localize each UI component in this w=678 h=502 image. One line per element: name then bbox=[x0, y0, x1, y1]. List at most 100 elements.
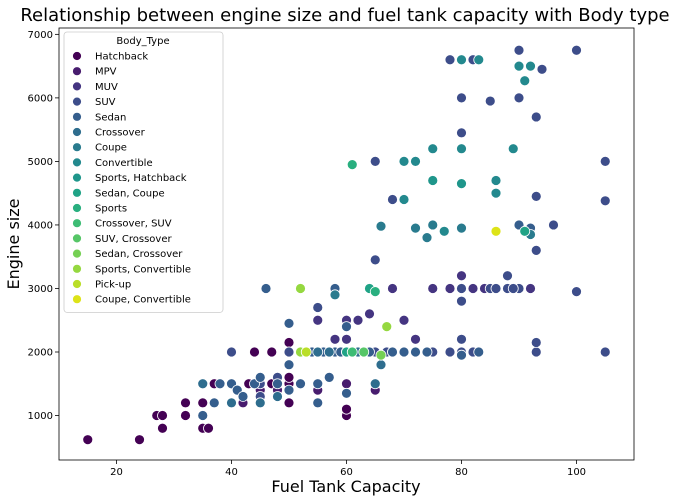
data-point bbox=[490, 283, 502, 294]
data-point bbox=[484, 95, 496, 107]
data-point bbox=[312, 314, 324, 326]
data-point bbox=[530, 346, 542, 358]
chart-title: Relationship between engine size and fue… bbox=[20, 5, 669, 26]
legend-marker bbox=[72, 51, 82, 61]
data-point bbox=[456, 295, 467, 307]
legend-entry-label: Crossover, SUV bbox=[95, 219, 172, 230]
data-point bbox=[513, 92, 525, 104]
data-point bbox=[254, 372, 266, 383]
data-point bbox=[283, 359, 295, 371]
data-point bbox=[341, 378, 352, 390]
data-point bbox=[375, 220, 387, 232]
data-point bbox=[387, 346, 398, 358]
x-tick-label: 100 bbox=[567, 467, 586, 478]
legend-entry-label: Coupe, Convertible bbox=[95, 295, 191, 306]
data-point bbox=[283, 337, 295, 348]
legend-entry-label: Crossover bbox=[95, 128, 146, 139]
data-point bbox=[272, 391, 283, 402]
data-point bbox=[341, 387, 352, 399]
data-point bbox=[358, 346, 370, 358]
data-point bbox=[375, 359, 387, 371]
data-point bbox=[398, 346, 410, 358]
data-point bbox=[490, 225, 502, 237]
x-tick-label: 40 bbox=[225, 467, 238, 478]
data-point bbox=[387, 283, 398, 294]
data-point bbox=[381, 321, 393, 332]
data-point bbox=[456, 283, 467, 294]
data-point bbox=[352, 314, 364, 326]
data-point bbox=[427, 283, 439, 294]
data-point bbox=[456, 54, 467, 66]
y-tick-label: 6000 bbox=[28, 93, 53, 104]
data-point bbox=[456, 127, 467, 139]
data-point bbox=[410, 156, 421, 167]
data-point bbox=[571, 286, 582, 298]
data-point bbox=[456, 349, 467, 361]
data-point bbox=[369, 286, 381, 298]
data-point bbox=[530, 190, 542, 202]
legend-marker bbox=[72, 263, 82, 274]
data-point bbox=[421, 346, 433, 358]
legend-entry-label: Sedan, Coupe bbox=[95, 188, 165, 199]
data-point bbox=[467, 283, 479, 294]
x-tick-label: 20 bbox=[110, 467, 123, 478]
data-point bbox=[490, 187, 502, 199]
y-tick-label: 3000 bbox=[28, 284, 53, 295]
data-point bbox=[410, 222, 421, 234]
data-point bbox=[82, 434, 94, 446]
data-point bbox=[249, 346, 260, 358]
data-point bbox=[323, 346, 335, 358]
data-point bbox=[427, 219, 439, 231]
data-point bbox=[283, 346, 295, 358]
legend-marker bbox=[72, 111, 82, 122]
data-point bbox=[456, 333, 467, 345]
legend-marker bbox=[72, 279, 82, 289]
data-point bbox=[599, 156, 611, 167]
legend-entry-label: Sports, Hatchback bbox=[95, 173, 187, 184]
data-point bbox=[427, 143, 439, 155]
y-tick-label: 4000 bbox=[28, 220, 53, 231]
data-point bbox=[410, 333, 421, 345]
legend-marker bbox=[72, 233, 82, 244]
data-point bbox=[530, 244, 542, 256]
data-point bbox=[519, 225, 531, 237]
y-tick-label: 2000 bbox=[28, 348, 53, 359]
legend-entry-label: SUV, Crossover bbox=[95, 234, 172, 245]
data-point bbox=[456, 143, 467, 155]
data-point bbox=[346, 159, 358, 170]
data-point bbox=[214, 378, 226, 390]
y-tick-label: 1000 bbox=[28, 411, 53, 422]
data-point bbox=[456, 178, 467, 190]
data-point bbox=[456, 270, 467, 282]
legend-entry-label: Coupe bbox=[95, 143, 127, 154]
legend-marker bbox=[72, 66, 82, 77]
legend: Body_Type Hatchback MPV MUV SUV Sedan Crossove… bbox=[63, 31, 224, 313]
data-point bbox=[456, 222, 467, 234]
legend-marker bbox=[72, 127, 82, 137]
data-point bbox=[548, 219, 559, 231]
x-tick-label: 80 bbox=[455, 467, 468, 478]
data-point bbox=[260, 283, 272, 294]
legend-marker bbox=[72, 218, 82, 229]
data-point bbox=[300, 346, 312, 358]
data-point bbox=[180, 397, 191, 409]
data-point bbox=[312, 397, 324, 409]
data-point bbox=[444, 346, 456, 358]
data-point bbox=[369, 378, 381, 390]
data-point bbox=[536, 63, 548, 75]
data-point bbox=[312, 378, 324, 390]
legend-entry-label: Sedan bbox=[95, 112, 126, 123]
data-point bbox=[329, 333, 341, 345]
x-axis-label: Fuel Tank Capacity bbox=[271, 477, 420, 496]
data-point bbox=[438, 225, 450, 237]
x-tick-label: 60 bbox=[340, 467, 353, 478]
legend-entry-label: Pick-up bbox=[95, 280, 131, 291]
data-point bbox=[490, 175, 502, 186]
data-point bbox=[283, 318, 295, 329]
data-point bbox=[134, 434, 145, 446]
data-point bbox=[346, 346, 358, 358]
data-point bbox=[369, 254, 381, 266]
legend-marker bbox=[72, 96, 82, 107]
y-axis-label: Engine size bbox=[4, 199, 23, 290]
legend-entry-label: Hatchback bbox=[95, 52, 148, 63]
